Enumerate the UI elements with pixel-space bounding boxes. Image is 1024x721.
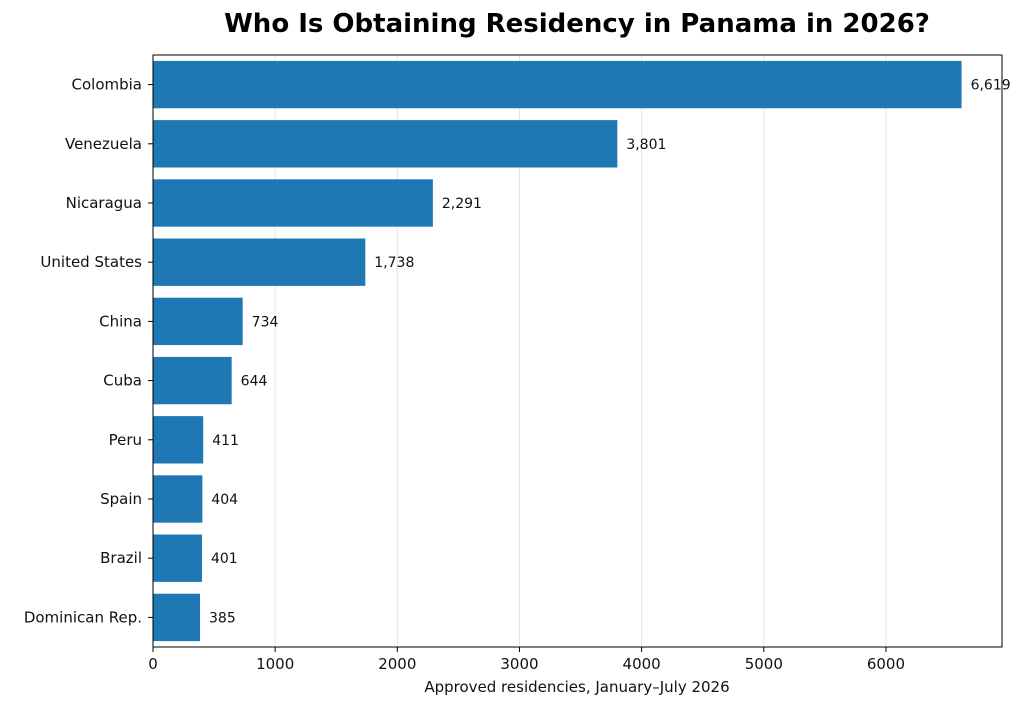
- data-label: 411: [212, 433, 239, 449]
- x-tick-label: 2000: [378, 655, 416, 673]
- x-tick-label: 1000: [256, 655, 294, 673]
- y-tick-label: United States: [40, 253, 142, 271]
- y-tick-label: Peru: [109, 431, 142, 449]
- x-tick-label: 0: [148, 655, 158, 673]
- x-axis: 0 1000 2000 3000 4000 5000 6000: [148, 647, 905, 673]
- y-tick-label: China: [99, 312, 142, 330]
- bar: [153, 179, 433, 227]
- bar: [153, 416, 204, 464]
- y-tick-label: Dominican Rep.: [24, 608, 142, 626]
- chart-title: Who Is Obtaining Residency in Panama in …: [224, 9, 930, 39]
- bar: [153, 60, 962, 109]
- data-label: 401: [211, 551, 238, 567]
- data-label: 2,291: [442, 196, 482, 212]
- plot-frame: [152, 54, 1003, 648]
- bar: [153, 534, 202, 582]
- bar: [153, 593, 201, 642]
- bar: [153, 297, 243, 346]
- data-label: 6,619: [971, 78, 1011, 94]
- data-label: 3,801: [626, 137, 666, 153]
- data-label: 385: [209, 610, 236, 626]
- data-label: 644: [241, 374, 268, 390]
- bar: [153, 238, 366, 286]
- bar: [153, 120, 618, 168]
- y-tick-label: Cuba: [103, 372, 142, 390]
- data-label: 404: [211, 492, 238, 508]
- x-tick-label: 6000: [867, 655, 905, 673]
- data-label: 1,738: [374, 255, 414, 271]
- bars: 6,619 3,801 2,291 1,738 734 644 411 404 401 385: [153, 60, 1011, 642]
- y-tick-label: Nicaragua: [66, 194, 142, 212]
- y-axis: Colombia Venezuela Nicaragua United States C…: [24, 76, 153, 626]
- bar: [153, 356, 232, 405]
- y-tick-label: Colombia: [72, 76, 143, 94]
- y-tick-label: Brazil: [100, 549, 142, 567]
- bar: [153, 475, 203, 523]
- x-tick-label: 5000: [745, 655, 783, 673]
- x-axis-label: Approved residencies, January–July 2026: [424, 678, 729, 696]
- x-tick-label: 4000: [623, 655, 661, 673]
- y-tick-label: Spain: [100, 490, 142, 508]
- y-tick-label: Venezuela: [65, 135, 142, 153]
- data-label: 734: [252, 314, 279, 330]
- x-tick-label: 3000: [500, 655, 538, 673]
